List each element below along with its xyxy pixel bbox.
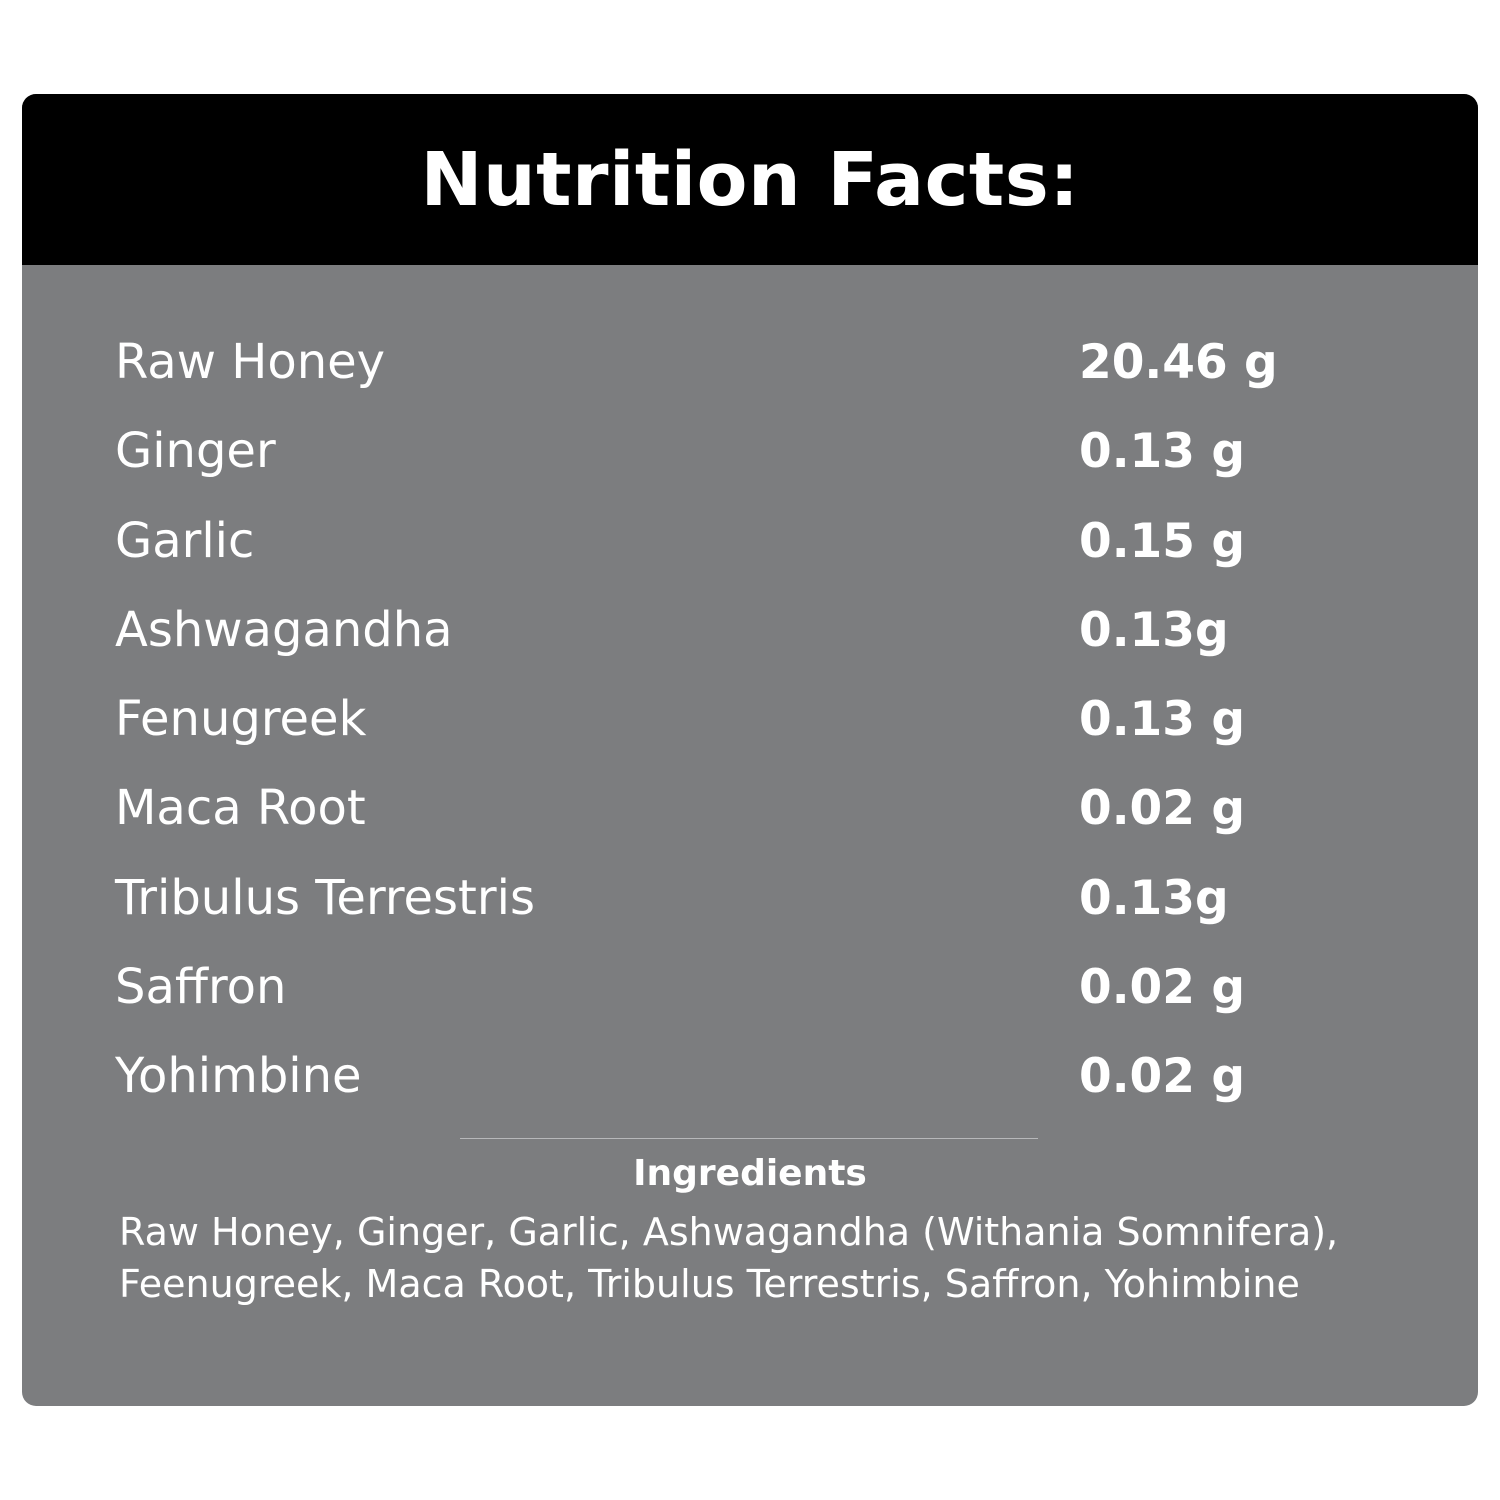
section-divider [460, 1138, 1038, 1139]
fact-row: Ginger 0.13 g [115, 407, 1415, 496]
page-title: Nutrition Facts: [420, 136, 1080, 223]
fact-row: Maca Root 0.02 g [115, 764, 1415, 853]
fact-row: Yohimbine 0.02 g [115, 1032, 1415, 1121]
fact-amount: 0.15 g [1079, 513, 1245, 569]
fact-row: Ashwagandha 0.13g [115, 586, 1415, 675]
fact-row: Raw Honey 20.46 g [115, 318, 1415, 407]
fact-name: Ginger [115, 423, 276, 480]
fact-amount: 20.46 g [1079, 335, 1278, 390]
fact-name: Fenugreek [115, 691, 367, 748]
ingredients-line: Raw Honey, Ginger, Garlic, Ashwagandha (… [119, 1210, 1339, 1254]
ingredients-text: Raw Honey, Ginger, Garlic, Ashwagandha (… [119, 1206, 1439, 1310]
fact-row: Saffron 0.02 g [115, 943, 1415, 1032]
fact-name: Yohimbine [115, 1048, 362, 1105]
fact-name: Ashwagandha [115, 601, 453, 658]
ingredients-heading: Ingredients [633, 1153, 867, 1194]
fact-row: Tribulus Terrestris 0.13g [115, 854, 1415, 943]
fact-amount: 0.02 g [1079, 960, 1245, 1016]
fact-name: Garlic [115, 512, 255, 569]
nutrition-facts-list: Raw Honey 20.46 g Ginger 0.13 g Garlic 0… [115, 318, 1415, 1122]
header-bar: Nutrition Facts: [22, 94, 1478, 265]
fact-amount: 0.02 g [1079, 781, 1245, 837]
fact-amount: 0.13 g [1079, 424, 1245, 480]
fact-name: Raw Honey [115, 334, 386, 390]
fact-name: Tribulus Terrestris [115, 869, 535, 926]
fact-row: Fenugreek 0.13 g [115, 675, 1415, 764]
nutrition-panel: Nutrition Facts: Raw Honey 20.46 g Ginge… [22, 94, 1478, 1406]
ingredients-line: Feenugreek, Maca Root, Tribulus Terrestr… [119, 1262, 1300, 1306]
fact-amount: 0.13 g [1079, 692, 1245, 748]
fact-name: Maca Root [115, 780, 366, 837]
fact-amount: 0.13g [1079, 602, 1229, 658]
fact-amount: 0.13g [1079, 870, 1229, 926]
fact-name: Saffron [115, 959, 287, 1016]
fact-row: Garlic 0.15 g [115, 497, 1415, 586]
fact-amount: 0.02 g [1079, 1049, 1245, 1105]
